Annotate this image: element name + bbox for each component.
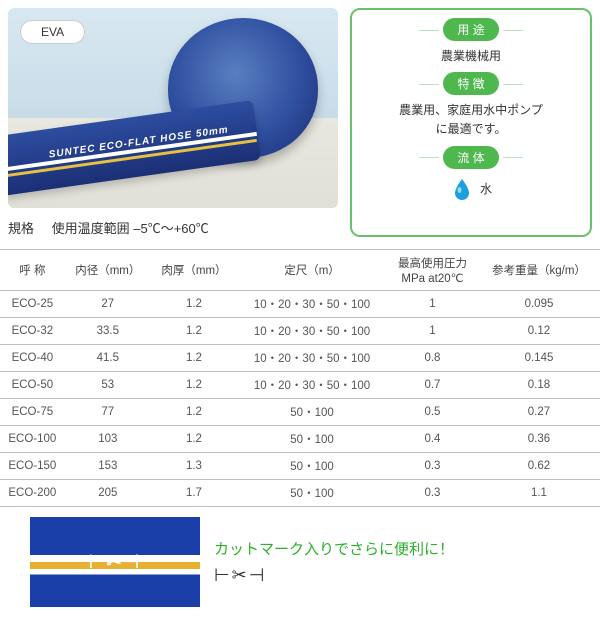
fluid-text: 水 — [480, 180, 492, 197]
table-cell: ECO-200 — [0, 480, 65, 507]
table-cell: 0.4 — [387, 426, 478, 453]
table-cell: 50・100 — [237, 480, 387, 507]
table-header: 肉厚（mm） — [151, 250, 237, 291]
table-row: ECO-75771.250・1000.50.27 — [0, 399, 600, 426]
spec-table: 呼 称内径（mm）肉厚（mm）定尺（m）最高使用圧力 MPa at20℃参考重量… — [0, 249, 600, 507]
table-cell: 1.2 — [151, 345, 237, 372]
table-cell: 10・20・30・50・100 — [237, 318, 387, 345]
table-cell: 1.3 — [151, 453, 237, 480]
table-cell: 0.145 — [478, 345, 600, 372]
table-cell: 0.7 — [387, 372, 478, 399]
table-row: ECO-1501531.350・1000.30.62 — [0, 453, 600, 480]
table-row: ECO-1001031.250・1000.40.36 — [0, 426, 600, 453]
table-row: ECO-50531.210・20・30・50・1000.70.18 — [0, 372, 600, 399]
table-cell: 0.3 — [387, 480, 478, 507]
table-cell: 27 — [65, 291, 151, 318]
table-cell: 0.095 — [478, 291, 600, 318]
spec-label: 規格 — [8, 218, 34, 237]
table-cell: 1 — [387, 291, 478, 318]
table-cell: ECO-40 — [0, 345, 65, 372]
table-cell: 1.2 — [151, 291, 237, 318]
table-header: 最高使用圧力 MPa at20℃ — [387, 250, 478, 291]
table-row: ECO-4041.51.210・20・30・50・1000.80.145 — [0, 345, 600, 372]
table-cell: 1.2 — [151, 426, 237, 453]
table-cell: 0.12 — [478, 318, 600, 345]
table-cell: ECO-32 — [0, 318, 65, 345]
table-cell: 1.2 — [151, 372, 237, 399]
cutmark-symbol: ⊢✂⊣ — [214, 565, 454, 586]
table-cell: 33.5 — [65, 318, 151, 345]
table-cell: 153 — [65, 453, 151, 480]
table-cell: 50・100 — [237, 399, 387, 426]
table-cell: 50・100 — [237, 426, 387, 453]
table-cell: 1.7 — [151, 480, 237, 507]
table-cell: 10・20・30・50・100 — [237, 345, 387, 372]
feature-text: 農業用、家庭用水中ポンプ に最適です。 — [399, 101, 543, 139]
table-cell: ECO-75 — [0, 399, 65, 426]
fluid-pill: 流 体 — [443, 146, 498, 169]
table-header: 内径（mm） — [65, 250, 151, 291]
material-badge: EVA — [20, 20, 85, 44]
info-sidebar: 用 途 農業機械用 特 徴 農業用、家庭用水中ポンプ に最適です。 流 体 水 — [350, 8, 592, 237]
cutmark-icon: ⊢✂⊣ — [89, 552, 141, 573]
table-cell: ECO-100 — [0, 426, 65, 453]
table-cell: 103 — [65, 426, 151, 453]
feature-pill: 特 徴 — [443, 72, 498, 95]
spec-range: 使用温度範囲 –5℃～+60℃ — [52, 221, 209, 236]
table-row: ECO-3233.51.210・20・30・50・10010.12 — [0, 318, 600, 345]
use-text: 農業機械用 — [441, 47, 501, 66]
table-cell: 0.3 — [387, 453, 478, 480]
table-cell: 1.2 — [151, 318, 237, 345]
table-cell: 10・20・30・50・100 — [237, 372, 387, 399]
table-cell: ECO-150 — [0, 453, 65, 480]
table-cell: 53 — [65, 372, 151, 399]
table-cell: 0.5 — [387, 399, 478, 426]
table-cell: 1 — [387, 318, 478, 345]
table-cell: 205 — [65, 480, 151, 507]
table-cell: 0.36 — [478, 426, 600, 453]
table-header: 参考重量（kg/m） — [478, 250, 600, 291]
table-row: ECO-2002051.750・1000.31.1 — [0, 480, 600, 507]
table-cell: 0.62 — [478, 453, 600, 480]
table-cell: 50・100 — [237, 453, 387, 480]
cutmark-note: カットマーク入りでさらに便利に！ — [214, 538, 454, 559]
table-cell: 41.5 — [65, 345, 151, 372]
table-cell: 0.27 — [478, 399, 600, 426]
table-header: 定尺（m） — [237, 250, 387, 291]
table-cell: 1.2 — [151, 399, 237, 426]
table-cell: ECO-25 — [0, 291, 65, 318]
water-drop-icon — [450, 177, 474, 201]
table-cell: 0.18 — [478, 372, 600, 399]
table-cell: 1.1 — [478, 480, 600, 507]
table-cell: 0.8 — [387, 345, 478, 372]
table-cell: ECO-50 — [0, 372, 65, 399]
table-row: ECO-25271.210・20・30・50・10010.095 — [0, 291, 600, 318]
table-cell: 77 — [65, 399, 151, 426]
table-header: 呼 称 — [0, 250, 65, 291]
table-cell: 10・20・30・50・100 — [237, 291, 387, 318]
use-pill: 用 途 — [443, 18, 498, 41]
cutmark-swatch: ⊢✂⊣ — [30, 517, 200, 607]
product-photo: SUNTEC ECO-FLAT HOSE 50mm EVA — [8, 8, 338, 208]
